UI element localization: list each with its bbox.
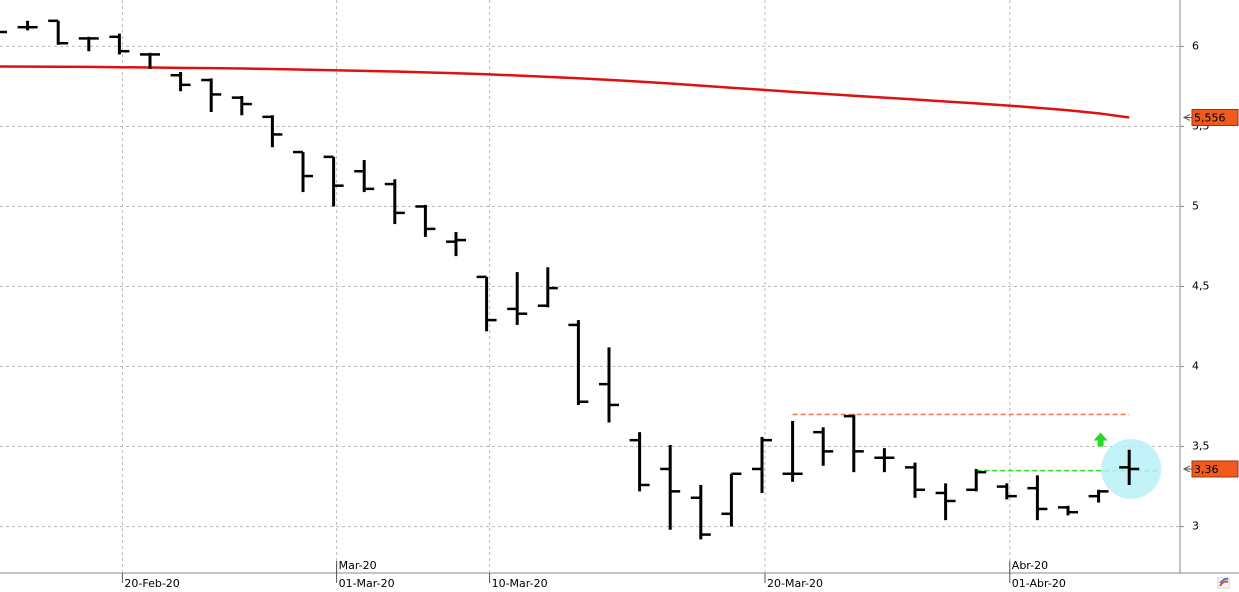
y-tick-label: 3 [1192,520,1199,533]
ohlc-bar [1088,489,1109,503]
price-tag-label: 3,36 [1194,463,1219,476]
ohlc-bar [813,427,834,466]
ohlc-bar [507,272,528,325]
y-tick-label: 5 [1192,199,1199,212]
ohlc-bar [537,267,558,308]
x-tick-label: 10-Mar-20 [492,577,548,590]
price-tag-pointer [1182,465,1192,473]
y-tick-label: 4,5 [1192,280,1210,293]
ohlc-bar [1058,505,1078,516]
corner-icon [1217,577,1230,589]
ohlc-bar [354,160,375,193]
ohlc-bar [231,96,252,116]
ohlc-bar [262,115,283,148]
ohlc-bar [690,484,711,540]
ohlc-bar [446,232,466,257]
ohlc-bar [1027,475,1048,521]
ohlc-bar [935,483,956,521]
ohlc-bar [721,472,742,527]
x-tick-label: 20-Feb-20 [124,577,179,590]
y-tick-label: 3,5 [1192,440,1210,453]
month-label: Abr-20 [1012,559,1048,572]
ohlc-bar [660,444,681,530]
ohlc-bar [568,320,589,405]
moving-average [0,65,1130,119]
x-tick-label: 01-Abr-20 [1012,577,1066,590]
month-label: Mar-20 [339,559,377,572]
ohlc-bar [109,33,130,55]
ohlc-bar [48,19,69,45]
x-tick-label: 01-Mar-20 [339,577,395,590]
ohlc-bar [201,78,222,113]
ohlc-bar [140,52,160,69]
ohlc-bar [629,432,650,492]
y-tick-label: 6 [1192,39,1199,52]
ohlc-bar [170,72,191,92]
ohlc-bar [293,150,313,193]
ohlc-bar [17,20,38,31]
ohlc-bar [996,483,1017,500]
price-tag-pointer [1182,114,1192,121]
ohlc-bar [966,468,987,492]
ohlc-bar [782,420,803,482]
ohlc-bar [323,155,344,207]
ohlc-bar [599,347,619,423]
y-tick-label: 4 [1192,360,1199,373]
ohlc-bar [752,436,772,493]
price-tag-label: 5,556 [1194,111,1226,124]
ohlc-bar [1119,449,1140,485]
price-tag [1191,460,1239,478]
ohlc-bar [415,204,436,237]
price-tag [1191,108,1239,126]
ohlc-bar [843,414,864,473]
ohlc-bar [476,275,497,332]
ohlc-bar [905,462,925,498]
x-tick-label: 20-Mar-20 [767,577,823,590]
ohlc-bar [874,448,895,473]
ohlc-bar [78,36,99,52]
up-arrow [1093,432,1108,447]
ohlc-bar [0,30,7,34]
ohlc-bar [384,179,405,225]
